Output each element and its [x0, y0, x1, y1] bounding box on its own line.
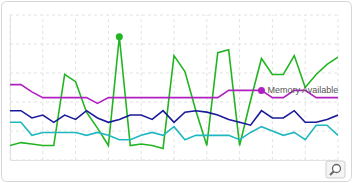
series-line — [10, 111, 338, 126]
plot — [10, 33, 338, 148]
grid-line-y — [10, 131, 338, 132]
y-axis — [10, 16, 12, 161]
series-line — [10, 85, 338, 104]
grid — [10, 15, 338, 160]
grid-line-x — [174, 15, 175, 160]
axis-line — [11, 160, 339, 161]
grid-line-y — [10, 44, 338, 45]
grid-line-x — [141, 15, 142, 160]
grid-line-x — [10, 15, 11, 160]
panel — [2, 2, 352, 182]
chart: Memory Available — [0, 0, 353, 183]
annotation-label: Memory Available — [267, 85, 338, 95]
zoom-handle[interactable] — [330, 172, 334, 176]
grid-line-y — [10, 102, 338, 103]
series-line — [10, 122, 338, 139]
annotation-dot — [258, 87, 265, 94]
zoom-button[interactable] — [326, 161, 345, 178]
annotation-dot — [116, 33, 123, 40]
zoom-lens[interactable] — [333, 165, 341, 173]
grid-line-x — [75, 15, 76, 160]
grid-line-x — [42, 15, 43, 160]
x-axis — [11, 160, 339, 162]
grid-line-y — [10, 73, 338, 74]
grid-line-y — [10, 15, 338, 16]
zoom-box[interactable] — [326, 161, 345, 178]
axis-line — [10, 16, 11, 161]
series-line — [10, 37, 338, 149]
grid-line-y — [10, 160, 338, 161]
